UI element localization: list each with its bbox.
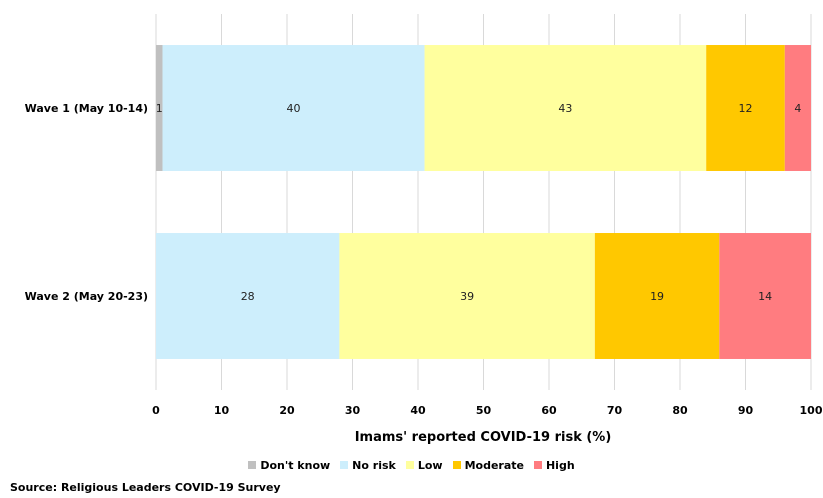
legend-swatch (405, 461, 414, 469)
data-label: 12 (739, 102, 753, 115)
x-tick-label: 0 (152, 404, 160, 417)
x-tick-label: 50 (476, 404, 492, 417)
x-tick-label: 70 (607, 404, 623, 417)
data-label: 43 (558, 102, 572, 115)
data-label: 39 (460, 290, 474, 303)
legend-swatch (340, 461, 349, 469)
legend-swatch (452, 461, 461, 469)
x-axis-title: Imams' reported COVID-19 risk (%) (355, 430, 612, 445)
legend-item: Moderate (452, 459, 524, 472)
legend-label: No risk (352, 459, 396, 472)
category-labels: Wave 1 (May 10-14) Wave 2 (May 20-23) (25, 102, 148, 303)
x-tick-label: 100 (800, 404, 823, 417)
category-label: Wave 2 (May 20-23) (25, 290, 148, 303)
stacked-bar-chart: 14043124028391914 Wave 1 (May 10-14)Wave… (25, 14, 823, 445)
bar-segment (594, 233, 720, 359)
source-note: Source: Religious Leaders COVID-19 Surve… (10, 481, 281, 494)
legend-item: No risk (340, 459, 396, 472)
legend-item: Don't know (248, 459, 330, 472)
x-tick-label: 90 (738, 404, 754, 417)
legend-item: High (533, 459, 575, 472)
x-tick-label: 60 (541, 404, 557, 417)
bar-segment (706, 45, 785, 171)
data-label: 1 (156, 102, 163, 115)
legend-label: Don't know (260, 459, 331, 472)
legend-swatch (248, 461, 257, 469)
bar-segment (339, 233, 595, 359)
legend-label: High (545, 459, 575, 472)
x-tick-label: 30 (345, 404, 361, 417)
data-label: 28 (241, 290, 255, 303)
data-label: 4 (794, 102, 801, 115)
data-label: 40 (287, 102, 301, 115)
data-label: 14 (758, 290, 772, 303)
data-label: 19 (650, 290, 664, 303)
x-tick-label: 80 (672, 404, 688, 417)
legend-item: Low (405, 459, 443, 472)
bar-segment (156, 233, 340, 359)
bar-segment (784, 45, 811, 171)
legend-label: Low (417, 459, 443, 472)
bar-segment (424, 45, 707, 171)
x-tick-label: 20 (279, 404, 295, 417)
x-tick-labels: 0 10 20 30 40 50 60 70 80 90 100 (152, 404, 823, 417)
bars: 14043124028391914 (156, 45, 811, 359)
x-tick-label: 40 (410, 404, 426, 417)
bar-segment (162, 45, 425, 171)
category-label: Wave 1 (May 10-14) (25, 102, 148, 115)
legend-label: Moderate (464, 459, 524, 472)
bar-segment (156, 45, 163, 171)
legend: Don't know No risk Low Moderate High (0, 459, 823, 472)
legend-swatch (533, 461, 542, 469)
x-tick-label: 10 (214, 404, 230, 417)
bar-segment (719, 233, 811, 359)
